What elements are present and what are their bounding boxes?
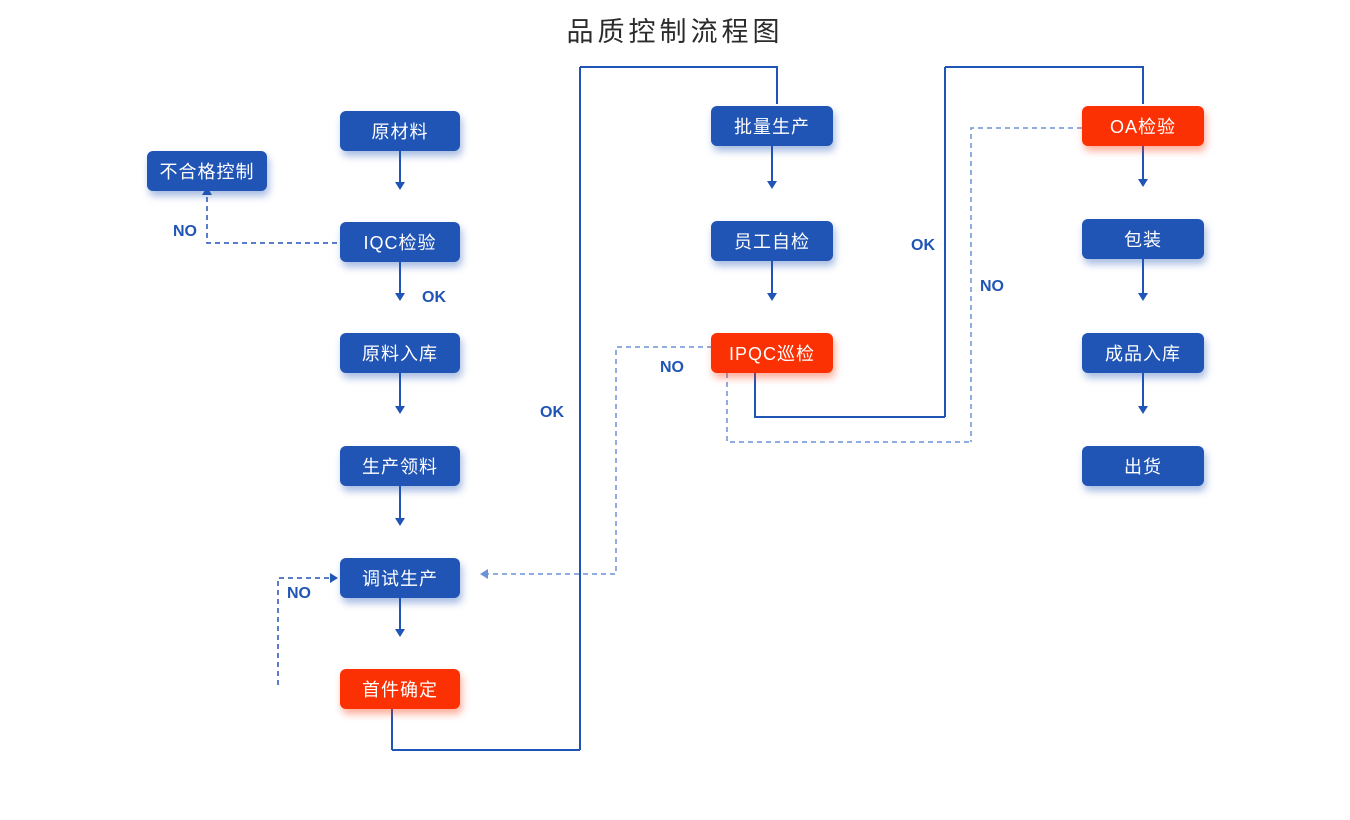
svg-text:OK: OK xyxy=(540,404,564,421)
svg-text:NO: NO xyxy=(660,359,684,376)
svg-text:NO: NO xyxy=(980,278,1004,295)
svg-text:OK: OK xyxy=(911,237,935,254)
svg-text:NO: NO xyxy=(173,223,197,240)
svg-text:NO: NO xyxy=(287,585,311,602)
svg-text:OK: OK xyxy=(422,289,446,306)
